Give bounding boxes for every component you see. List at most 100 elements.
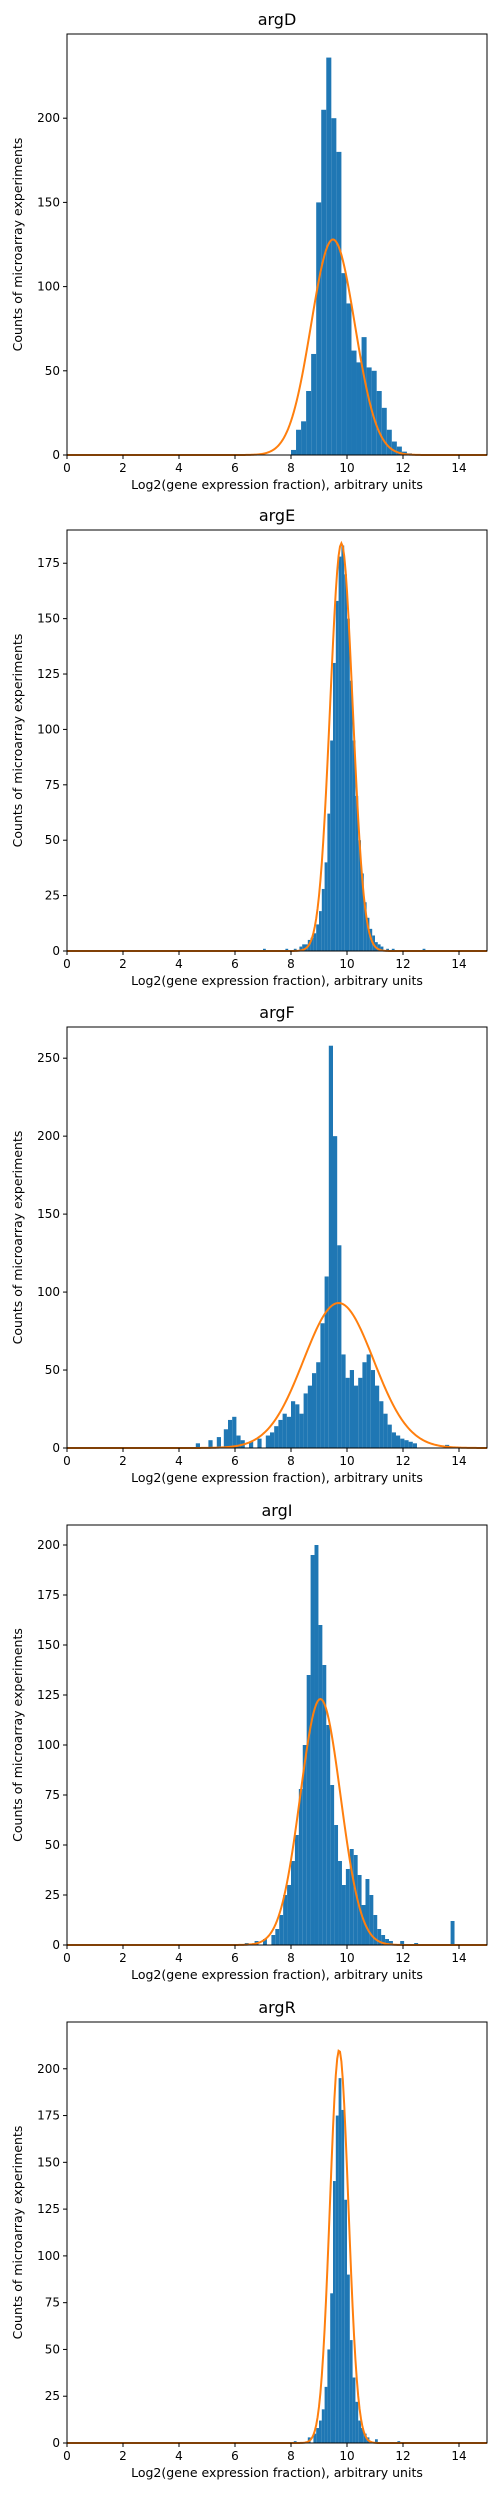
y-tick-label: 25: [45, 1888, 60, 1902]
histogram-bar: [319, 2420, 322, 2443]
chart-title: argI: [262, 1501, 293, 1520]
y-axis-label: Counts of microarray experiments: [10, 1131, 25, 1345]
x-tick-label: 0: [63, 1951, 71, 1965]
histogram-bar: [223, 1429, 228, 1448]
histogram-bar: [326, 57, 332, 456]
x-tick-label: 0: [63, 2449, 71, 2463]
x-tick-label: 4: [175, 461, 183, 475]
histogram-bar: [330, 1785, 335, 1945]
histogram-bar: [396, 446, 402, 455]
axes-frame: [66, 529, 488, 952]
histogram-bar: [356, 362, 362, 455]
histogram-bar: [249, 1441, 254, 1448]
histogram-bar: [370, 1370, 375, 1448]
chart-argR: argR 0 2 4 6 8 10 12 14 0 25 50 75 100 125 150 175 200 Log…: [10, 1998, 488, 2480]
histogram-bar: [404, 1440, 409, 1448]
y-tick-label: 175: [37, 1588, 60, 1602]
y-tick-label: 150: [37, 1207, 60, 1221]
histogram-bar: [358, 2420, 361, 2443]
y-tick-label: 200: [37, 1538, 60, 1552]
histogram-bar: [366, 917, 370, 951]
gaussian-fit-line: [67, 2049, 487, 2444]
y-tick-label: 0: [52, 448, 60, 462]
histogram-bar: [377, 944, 381, 951]
x-tick-label: 0: [63, 461, 71, 475]
x-tick-label: 10: [339, 461, 354, 475]
histogram-bar: [312, 1373, 317, 1448]
histogram-bar: [306, 391, 312, 455]
histogram-bar: [282, 1413, 287, 1448]
histogram-bar: [286, 1416, 291, 1448]
y-axis-label: Counts of microarray experiments: [10, 2126, 25, 2340]
x-tick-label: 6: [231, 2449, 239, 2463]
histogram-bar: [294, 1835, 299, 1945]
histogram-bar: [302, 944, 305, 951]
x-tick-label: 12: [395, 461, 410, 475]
histogram-bar: [400, 1941, 405, 1945]
x-axis-label: Log2(gene expression fraction), arbitrar…: [131, 1967, 423, 1982]
y-tick-label: 50: [45, 1838, 60, 1852]
histogram-bar: [381, 1935, 386, 1945]
histogram-bar: [379, 1401, 384, 1448]
histogram-bar: [335, 2115, 339, 2443]
histogram-bar: [324, 862, 328, 951]
histogram-bar: [299, 946, 303, 951]
histogram-bar: [314, 1545, 319, 1945]
histogram-bar: [291, 449, 297, 455]
histogram-bars: [244, 1545, 455, 1945]
histogram-bar: [344, 574, 347, 951]
y-tick-label: 0: [52, 1441, 60, 1455]
x-tick-label: 10: [339, 1951, 354, 1965]
histogram-bar: [389, 1941, 393, 1945]
histogram-bar: [349, 1849, 354, 1945]
axes-frame: [66, 1026, 488, 1449]
y-tick-label: 100: [37, 1738, 60, 1752]
x-tick-label: 8: [287, 1951, 295, 1965]
histogram-bar: [366, 1354, 371, 1448]
histogram-bar: [295, 1404, 300, 1448]
histogram-bar: [386, 948, 389, 951]
histogram-bar: [358, 840, 361, 951]
histogram-bar: [334, 1825, 339, 1945]
histogram-bar: [328, 1045, 333, 1448]
chart-title: argE: [259, 506, 295, 525]
histogram-bar: [383, 1413, 388, 1448]
histogram-bars: [291, 57, 412, 456]
histogram-bar: [408, 1441, 413, 1448]
histogram-bar: [322, 1665, 327, 1945]
histogram-bar: [265, 1435, 270, 1448]
histogram-bar: [330, 2293, 333, 2443]
histogram-bar: [361, 873, 364, 951]
x-tick-label: 12: [395, 1951, 410, 1965]
histogram-bar: [303, 1393, 308, 1448]
histogram-bar: [371, 370, 377, 455]
y-tick-label: 125: [37, 2202, 60, 2216]
y-tick-label: 200: [37, 2062, 60, 2076]
histogram-bar: [296, 429, 302, 455]
histogram-bar: [338, 1861, 342, 1945]
x-tick-label: 14: [451, 1454, 466, 1468]
histogram-bar: [352, 740, 356, 951]
histogram-bar: [338, 2078, 342, 2443]
x-tick-label: 10: [339, 2449, 354, 2463]
histogram-bar: [279, 1915, 284, 1945]
histogram-bar: [236, 1435, 241, 1448]
axes-frame: [66, 1524, 488, 1946]
histogram-bar: [351, 350, 357, 455]
chart-argE: argE 0 2 4 6 8 10 12 14 0 25 50 75 100 125 150 175 Log2(g…: [10, 506, 488, 988]
y-tick-label: 0: [52, 1938, 60, 1952]
y-tick-label: 50: [45, 1363, 60, 1377]
histogram-bar: [324, 2386, 328, 2443]
gaussian-fit-line: [67, 238, 487, 456]
histogram-bar: [316, 202, 322, 455]
y-tick-label: 100: [37, 722, 60, 736]
histogram-bar: [391, 948, 395, 951]
y-tick-label: 175: [37, 2109, 60, 2123]
histogram-bar: [450, 1921, 455, 1945]
x-tick-label: 2: [119, 461, 127, 475]
histogram-bar: [376, 391, 382, 455]
histogram-bar: [352, 2377, 356, 2443]
histogram-bar: [391, 441, 397, 455]
chart-title: argF: [259, 1003, 294, 1022]
histogram-bar: [380, 946, 384, 951]
